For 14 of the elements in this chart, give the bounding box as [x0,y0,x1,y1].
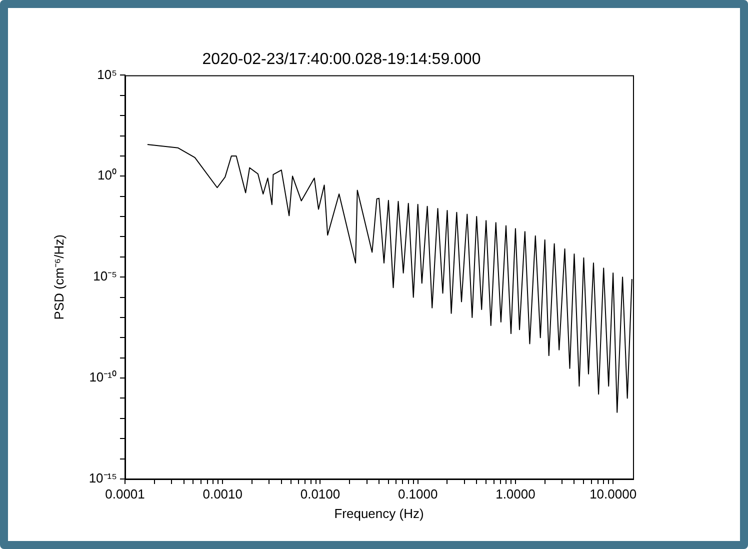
x-tick-label: 0.1000 [398,486,438,502]
y-tick-label: 10⁰ [98,168,117,183]
y-tick-label: 10⁻¹⁵ [88,470,117,486]
x-tick-label: 0.0001 [105,486,145,502]
x-axis-title: Frequency (Hz) [334,506,424,521]
x-tick-label: 10.0000 [590,486,637,502]
chart-title: 2020-02-23/17:40:00.028-19:14:59.000 [202,51,481,68]
x-tick-label: 1.0000 [496,486,536,502]
x-tick-label: 0.0010 [202,486,242,502]
y-axis-title: PSD (cm⁻⁶/Hz) [51,234,66,320]
y-tick-label: 10⁻¹⁰ [89,370,117,385]
y-tick-label: 10⁵ [97,66,117,82]
x-tick-label: 0.0100 [300,486,340,502]
y-tick-label: 10⁻⁵ [93,268,117,284]
